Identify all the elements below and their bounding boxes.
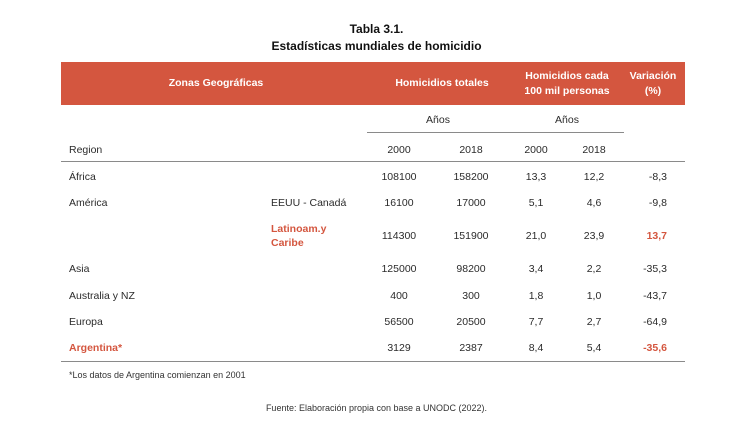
row-r2000: 3,4 [528,263,544,275]
row-r2018: 12,2 [583,171,605,183]
row-h2000: 400 [390,290,408,302]
row-h2000: 16100 [384,197,414,209]
source-note: Fuente: Elaboración propia con base a UN… [265,403,488,413]
row-h2018: 98200 [456,263,486,275]
row-r2000: 5,1 [528,197,544,209]
table-header: Zonas Geográficas Homicidios totales Hom… [61,62,685,105]
row-var: -9,8 [648,197,667,209]
row-r2018: 23,9 [583,230,605,242]
footnote: *Los datos de Argentina comienzan en 200… [69,370,246,380]
header-homicidios-100mil-line1: Homicidios cada [525,69,609,82]
row-var: -43,7 [643,290,667,302]
row-region: Argentina* [69,342,123,354]
row-r2018: 5,4 [586,342,602,354]
row-r2000: 7,7 [528,316,544,328]
header-zonas: Zonas Geográficas [168,77,264,89]
table-subtitle: Estadísticas mundiales de homicidio [271,39,482,53]
row-var: 13,7 [646,230,667,242]
row-h2000: 125000 [381,263,417,275]
table-bottom-divider [61,361,685,362]
row-h2000: 56500 [384,316,414,328]
row-h2018: 300 [462,290,480,302]
subheader-divider [367,132,624,133]
row-r2000: 21,0 [525,230,547,242]
row-r2018: 1,0 [586,290,602,302]
subheader-2018-totales: 2018 [459,144,483,156]
header-variacion: Variación (%) [621,62,685,105]
row-r2018: 4,6 [586,197,602,209]
header-homicidios-100mil: Homicidios cada 100 mil personas [513,62,621,105]
row-r2000: 1,8 [528,290,544,302]
subheader-region: Region [69,144,103,156]
row-region: América [69,197,108,209]
row-h2018: 151900 [453,230,489,242]
row-h2000: 114300 [381,230,417,242]
subheader-2018-tasa: 2018 [582,144,606,156]
row-r2000: 8,4 [528,342,544,354]
header-bottom-divider [61,161,685,162]
row-h2018: 17000 [456,197,486,209]
table-title: Tabla 3.1. [349,22,404,36]
row-h2018: 2387 [459,342,483,354]
row-var: -35,6 [643,342,667,354]
row-var: -35,3 [643,263,667,275]
subheader-2000-totales: 2000 [387,144,411,156]
row-h2018: 20500 [456,316,486,328]
row-region: África [69,171,96,183]
subheader-anos-totales: Años [426,114,450,126]
row-var: -8,3 [648,171,667,183]
row-var: -64,9 [643,316,667,328]
row-subregion: EEUU - Canadá [271,197,347,209]
header-homicidios-100mil-line2: 100 mil personas [524,84,610,97]
subheader-anos-tasa: Años [555,114,579,126]
row-h2000: 108100 [381,171,417,183]
row-h2018: 158200 [453,171,489,183]
header-homicidios-totales: Homicidios totales [395,77,489,89]
row-r2018: 2,2 [586,263,602,275]
row-subregion-line2: Caribe [271,237,304,249]
row-subregion-line1: Latinoam.y [271,223,327,235]
row-region: Australia y NZ [69,290,135,302]
row-h2000: 3129 [387,342,411,354]
header-variacion-line1: Variación [629,69,677,82]
row-r2000: 13,3 [525,171,547,183]
row-region: Asia [69,263,90,275]
subheader-2000-tasa: 2000 [524,144,548,156]
row-region: Europa [69,316,103,328]
header-variacion-line2: (%) [644,84,662,97]
row-r2018: 2,7 [586,316,602,328]
